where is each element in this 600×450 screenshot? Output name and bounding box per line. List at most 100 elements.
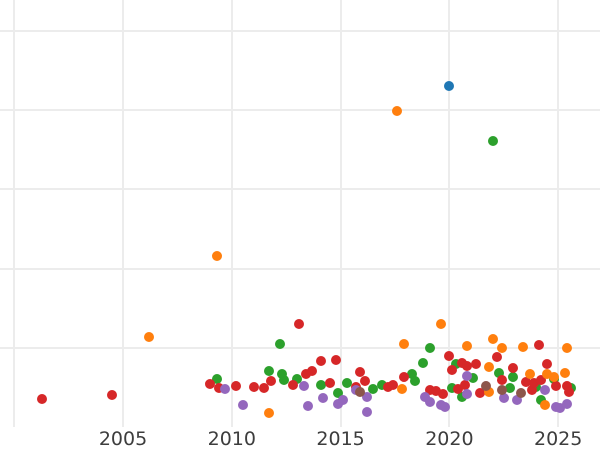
data-point-red [507, 363, 518, 374]
data-point-purple [361, 406, 372, 417]
data-point-green [279, 375, 290, 386]
data-point-green [276, 368, 287, 379]
data-point-orange [398, 338, 409, 349]
data-point-green [446, 383, 457, 394]
data-point-green [263, 365, 274, 376]
data-point-orange [496, 342, 507, 353]
data-point-orange [461, 341, 472, 352]
data-point-blue [444, 80, 455, 91]
data-point-purple [498, 392, 509, 403]
data-point-orange [540, 399, 551, 410]
gridline-horizontal [0, 30, 600, 32]
data-point-orange [548, 372, 559, 383]
data-point-green [505, 383, 516, 394]
data-point-purple [440, 402, 451, 413]
gridline-vertical [122, 0, 124, 427]
data-point-orange [483, 387, 494, 398]
gridline-vertical [557, 0, 560, 427]
x-axis: 2005 2010 2015 2020 2025 [0, 427, 600, 450]
x-tick-label: 2015 [316, 428, 365, 450]
data-point-purple [511, 395, 522, 406]
gridline-horizontal [0, 346, 600, 349]
data-point-red [359, 376, 370, 387]
x-tick-label: 2020 [425, 428, 474, 450]
data-point-orange [263, 407, 274, 418]
data-point-purple [298, 380, 309, 391]
data-point-orange [518, 342, 529, 352]
gridline-vertical [13, 0, 16, 427]
data-point-red [248, 381, 259, 392]
data-point-green [376, 380, 387, 391]
data-point-green [409, 376, 420, 387]
data-point-green [407, 368, 418, 379]
data-point-orange [524, 368, 535, 379]
data-point-green [274, 338, 285, 349]
data-point-brown [496, 384, 507, 395]
data-point-purple [461, 371, 472, 382]
data-point-red [496, 375, 507, 386]
data-point-red [316, 356, 327, 367]
data-point-brown [516, 387, 527, 398]
data-point-green [494, 368, 505, 379]
data-point-red [300, 368, 311, 379]
data-point-red [561, 380, 572, 391]
x-tick-label: 2005 [98, 428, 148, 450]
gridline-vertical [339, 0, 342, 427]
data-point-red [564, 387, 575, 398]
data-point-red [542, 358, 553, 369]
data-point-red [213, 383, 224, 394]
data-point-red [324, 377, 335, 388]
data-point-green [211, 373, 222, 384]
data-point-green [487, 136, 498, 147]
data-point-green [418, 357, 429, 368]
data-point-red [459, 380, 470, 391]
data-point-red [331, 354, 342, 365]
gridline-horizontal [0, 188, 600, 191]
data-point-red [287, 380, 298, 391]
data-point-green [292, 373, 303, 384]
data-point-orange [211, 250, 222, 261]
data-point-red [446, 364, 457, 375]
data-point-purple [461, 388, 472, 399]
data-point-red [535, 375, 546, 386]
data-point-red [527, 384, 538, 395]
data-point-orange [559, 368, 570, 379]
data-point-orange [542, 368, 553, 379]
data-point-green [424, 342, 435, 353]
data-point-purple [561, 399, 572, 410]
data-point-brown [481, 380, 492, 391]
data-point-green [468, 372, 479, 383]
data-point-purple [302, 400, 313, 411]
data-point-orange [561, 342, 572, 353]
data-point-orange [144, 331, 155, 342]
data-point-red [205, 379, 216, 390]
data-point-red [492, 352, 503, 363]
data-point-red [37, 394, 48, 405]
gridline-vertical [230, 0, 233, 427]
data-point-red [529, 377, 540, 388]
data-point-red [259, 383, 270, 394]
data-point-purple [540, 384, 551, 395]
x-tick-label: 2025 [534, 428, 583, 450]
data-point-red [437, 388, 448, 399]
data-point-purple [420, 391, 431, 402]
data-point-purple [333, 399, 344, 410]
plot-area [0, 0, 600, 427]
data-point-green [450, 358, 461, 369]
gridline-horizontal [0, 109, 600, 112]
data-point-orange [392, 105, 403, 116]
data-point-purple [555, 402, 566, 413]
data-point-red [398, 372, 409, 383]
data-point-orange [487, 334, 498, 345]
data-point-green [316, 380, 327, 391]
data-point-green [342, 377, 353, 388]
data-point-green [333, 387, 344, 398]
data-point-red [453, 383, 464, 394]
data-point-red [294, 319, 305, 330]
data-point-red [231, 380, 242, 391]
data-point-red [307, 365, 318, 376]
data-point-red [470, 358, 481, 369]
data-point-orange [396, 383, 407, 394]
data-point-red [461, 361, 472, 372]
